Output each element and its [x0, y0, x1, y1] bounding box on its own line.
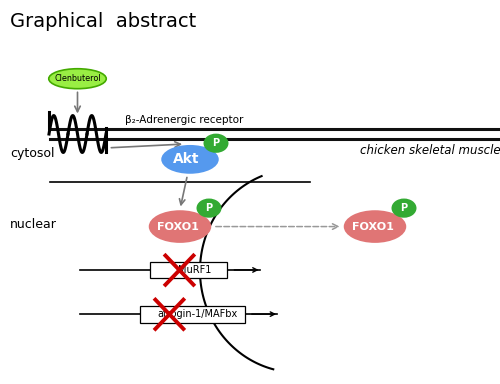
Ellipse shape [344, 210, 406, 243]
Text: cytosol: cytosol [10, 147, 54, 160]
Ellipse shape [49, 69, 106, 89]
Text: P: P [212, 138, 220, 148]
Text: P: P [400, 203, 407, 213]
Text: atrogin-1/MAFbx: atrogin-1/MAFbx [158, 309, 238, 319]
Circle shape [392, 199, 416, 218]
Text: chicken skeletal muscle: chicken skeletal muscle [360, 144, 500, 157]
Circle shape [196, 199, 222, 218]
Text: FOXO1: FOXO1 [156, 222, 198, 232]
Text: FOXO1: FOXO1 [352, 222, 394, 232]
Text: MuRF1: MuRF1 [178, 265, 212, 275]
Text: nuclear: nuclear [10, 218, 57, 231]
Circle shape [204, 134, 229, 153]
Text: Clenbuterol: Clenbuterol [54, 74, 101, 83]
FancyBboxPatch shape [140, 306, 245, 323]
Text: Graphical  abstract: Graphical abstract [10, 12, 196, 30]
Ellipse shape [149, 210, 211, 243]
Text: β₂-Adrenergic receptor: β₂-Adrenergic receptor [125, 115, 244, 125]
Ellipse shape [161, 145, 219, 174]
FancyBboxPatch shape [150, 262, 228, 278]
Text: P: P [206, 203, 212, 213]
Text: Akt: Akt [173, 152, 199, 166]
